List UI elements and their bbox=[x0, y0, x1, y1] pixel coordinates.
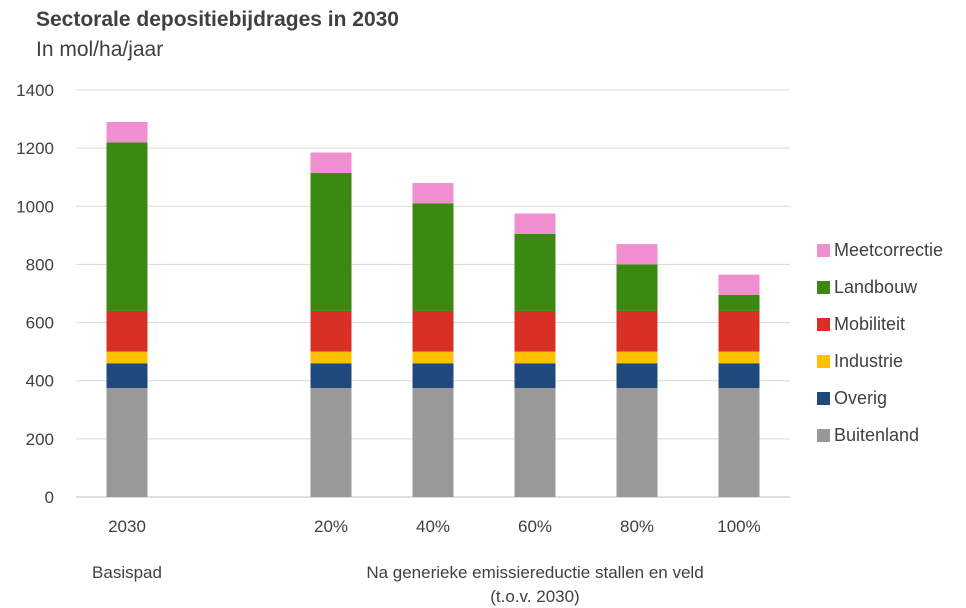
bar-segment-overig bbox=[718, 363, 760, 388]
bar-segment-mobiliteit bbox=[310, 310, 352, 352]
bar-segment-buitenland bbox=[310, 387, 352, 497]
legend-label: Landbouw bbox=[834, 277, 918, 297]
legend-swatch bbox=[817, 392, 830, 405]
bar-segment-buitenland bbox=[718, 387, 760, 497]
bar-segment-meetcorrectie bbox=[718, 274, 760, 295]
x-category-label: 20% bbox=[314, 517, 348, 536]
y-tick-label: 800 bbox=[26, 255, 54, 274]
bar-segment-mobiliteit bbox=[412, 310, 454, 352]
bar-segment-buitenland bbox=[106, 387, 148, 497]
gridlines bbox=[76, 89, 790, 498]
y-tick-label: 200 bbox=[26, 430, 54, 449]
legend: Meetcorrectie Landbouw Mobiliteit Industrie… bbox=[817, 240, 943, 445]
y-tick-label: 600 bbox=[26, 314, 54, 333]
x-axis-categories: 2030 20% 40% 60% 80% 100% bbox=[108, 517, 761, 536]
bar-segment-mobiliteit bbox=[106, 310, 148, 352]
y-tick-label: 400 bbox=[26, 372, 54, 391]
bar-segment-overig bbox=[616, 363, 658, 388]
x-category-label: 100% bbox=[717, 517, 760, 536]
bars bbox=[106, 121, 760, 497]
bar-segment-overig bbox=[310, 363, 352, 388]
bar-segment-industrie bbox=[310, 351, 352, 364]
bar-segment-industrie bbox=[412, 351, 454, 364]
y-tick-label: 1400 bbox=[16, 81, 54, 100]
bar-segment-landbouw bbox=[616, 264, 658, 311]
bar-segment-industrie bbox=[514, 351, 556, 364]
bar-segment-meetcorrectie bbox=[106, 121, 148, 143]
legend-swatch bbox=[817, 244, 830, 257]
group-label: Basispad bbox=[92, 563, 162, 582]
bar-segment-mobiliteit bbox=[514, 310, 556, 352]
x-category-label: 2030 bbox=[108, 517, 146, 536]
bar-segment-meetcorrectie bbox=[514, 213, 556, 234]
legend-swatch bbox=[817, 318, 830, 331]
bar-segment-overig bbox=[514, 363, 556, 388]
group-label: Na generieke emissiereductie stallen en … bbox=[366, 563, 703, 582]
bar-segment-meetcorrectie bbox=[616, 244, 658, 265]
x-category-label: 80% bbox=[620, 517, 654, 536]
chart-title: Sectorale depositiebijdrages in 2030 bbox=[36, 8, 399, 31]
bar-segment-industrie bbox=[616, 351, 658, 364]
legend-swatch bbox=[817, 281, 830, 294]
bar-segment-landbouw bbox=[412, 203, 454, 311]
bar-segment-industrie bbox=[106, 351, 148, 364]
bar-segment-landbouw bbox=[106, 142, 148, 311]
legend-label: Buitenland bbox=[834, 425, 919, 445]
x-category-label: 40% bbox=[416, 517, 450, 536]
bar-segment-buitenland bbox=[412, 387, 454, 497]
x-axis-groups: Basispad Na generieke emissiereductie sta… bbox=[92, 563, 704, 606]
y-tick-label: 1200 bbox=[16, 139, 54, 158]
bar-segment-overig bbox=[106, 363, 148, 388]
y-tick-label: 0 bbox=[45, 488, 54, 507]
bar-segment-landbouw bbox=[718, 294, 760, 311]
legend-label: Meetcorrectie bbox=[834, 240, 943, 260]
chart-subtitle: In mol/ha/jaar bbox=[36, 38, 164, 61]
legend-swatch bbox=[817, 429, 830, 442]
bar-segment-meetcorrectie bbox=[412, 183, 454, 204]
y-axis-ticks: 0 200 400 600 800 1000 1200 1400 bbox=[16, 81, 54, 507]
bar-segment-meetcorrectie bbox=[310, 152, 352, 173]
bar-segment-mobiliteit bbox=[718, 310, 760, 352]
legend-swatch bbox=[817, 355, 830, 368]
bar-segment-buitenland bbox=[514, 387, 556, 497]
bar-segment-overig bbox=[412, 363, 454, 388]
bar-segment-buitenland bbox=[616, 387, 658, 497]
legend-label: Overig bbox=[834, 388, 887, 408]
y-tick-label: 1000 bbox=[16, 197, 54, 216]
legend-label: Mobiliteit bbox=[834, 314, 905, 334]
x-category-label: 60% bbox=[518, 517, 552, 536]
bar-segment-industrie bbox=[718, 351, 760, 364]
group-sublabel: (t.o.v. 2030) bbox=[490, 587, 579, 606]
bar-segment-mobiliteit bbox=[616, 310, 658, 352]
legend-label: Industrie bbox=[834, 351, 903, 371]
bar-segment-landbouw bbox=[310, 172, 352, 311]
bar-segment-landbouw bbox=[514, 233, 556, 311]
